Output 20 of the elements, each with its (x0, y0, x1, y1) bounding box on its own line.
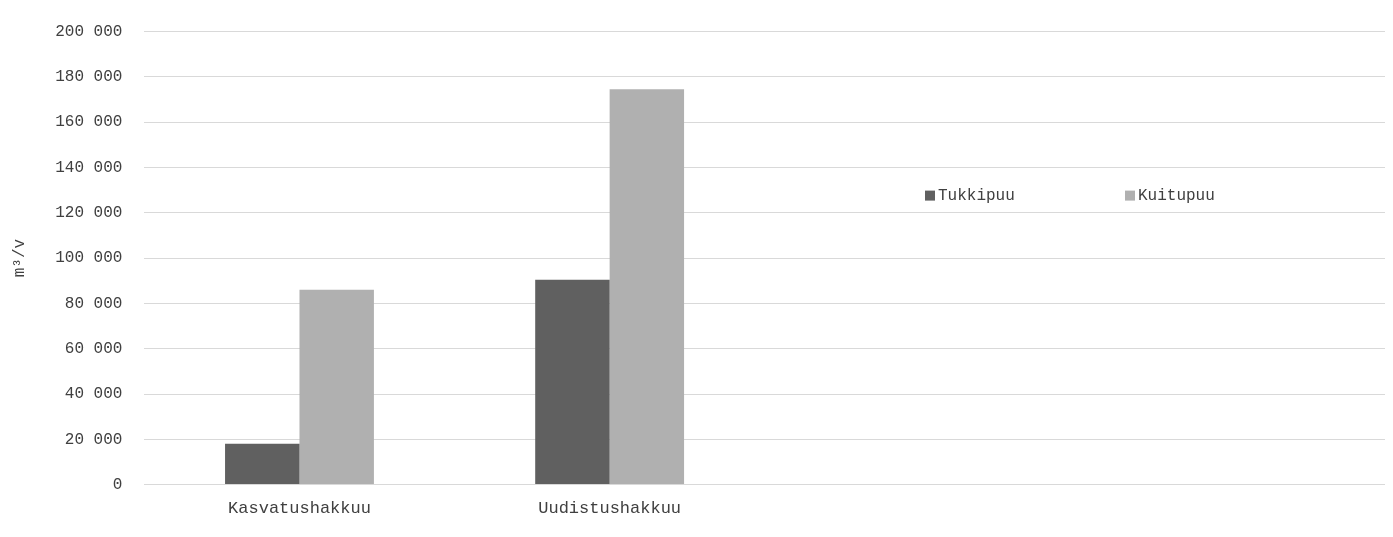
y-tick-label: 200 000 (55, 22, 123, 41)
y-tick-label: 60 000 (64, 339, 123, 358)
y-tick-label: 180 000 (55, 68, 123, 87)
y-tick-label: 0 (112, 475, 123, 494)
legend-label: Tukkipuu (938, 186, 1015, 205)
y-tick-label: 80 000 (64, 294, 123, 313)
x-tick-label: Uudistushakkuu (538, 499, 682, 519)
y-tick-label: 40 000 (64, 385, 123, 404)
legend-label: Kuitupuu (1138, 186, 1215, 205)
y-tick-label: 140 000 (55, 158, 123, 177)
bar (535, 279, 610, 485)
y-tick-label: 160 000 (55, 113, 123, 132)
bar (225, 443, 300, 485)
bar (609, 89, 685, 485)
y-axis-title: m³/v (10, 238, 29, 278)
bar (299, 289, 374, 485)
x-tick-label: Kasvatushakkuu (228, 499, 371, 519)
y-tick-label: 120 000 (55, 204, 123, 223)
y-tick-label: 20 000 (64, 430, 123, 449)
y-tick-label: 100 000 (55, 249, 123, 268)
